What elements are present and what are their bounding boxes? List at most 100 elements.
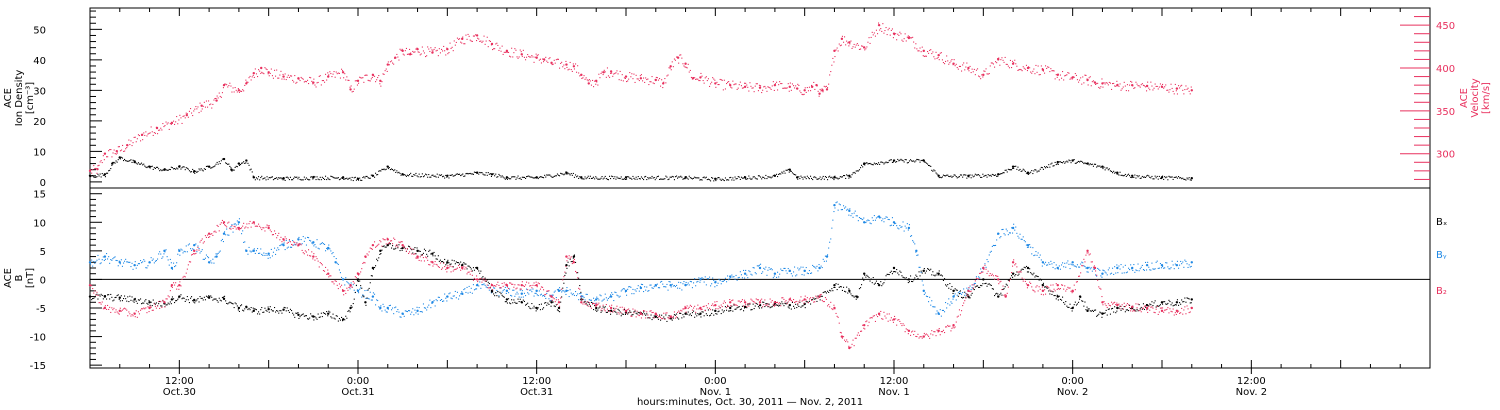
bz-point [446, 266, 449, 270]
axis-tick-labels: 0 10 20 30 40 50 300 350 400 450 -15 -10 -5 0 5 10 15 12:… [30, 21, 1455, 398]
bx-point [148, 301, 151, 304]
velocity-tick-label: 350 [1436, 107, 1455, 118]
velocity-point [1145, 84, 1149, 88]
b-tick-label: -15 [30, 361, 46, 372]
bz-point [1086, 249, 1089, 253]
velocity-point [1041, 68, 1045, 71]
by-point [877, 215, 881, 218]
bx-point [863, 272, 866, 275]
by-point [1101, 272, 1104, 275]
by-point [639, 286, 643, 290]
by-point [557, 289, 561, 293]
by-point [215, 255, 218, 258]
by-point [1011, 226, 1015, 230]
bz-point [714, 303, 717, 307]
velocity-tick-label: 300 [1436, 150, 1455, 161]
velocity-point [937, 53, 940, 57]
bx-point [1056, 295, 1059, 298]
density-point [1011, 165, 1015, 168]
bz-point [1093, 266, 1097, 270]
by-point [892, 221, 896, 224]
density-tick-label: 40 [33, 56, 46, 67]
bz-point [178, 283, 181, 287]
velocity-tick-label: 400 [1436, 64, 1455, 75]
bottom-panel-frame [89, 187, 1431, 369]
by-point [170, 266, 174, 270]
bx-point [193, 298, 196, 302]
bx-point [505, 298, 509, 301]
velocity-point [386, 63, 389, 66]
density-tick-label: 30 [33, 86, 46, 97]
x-tick-date-label: Oct.31 [520, 387, 553, 398]
bz-point [148, 306, 151, 310]
bz-point [327, 272, 330, 275]
by-point [520, 292, 523, 295]
bx-point [222, 297, 226, 301]
velocity-point [821, 89, 824, 92]
bz-point [729, 301, 732, 304]
bx-point [371, 266, 375, 270]
density-point [1131, 174, 1134, 177]
by-point [1026, 243, 1030, 247]
by-point [103, 255, 107, 258]
velocity-point [662, 82, 665, 85]
bz-point [1160, 309, 1164, 313]
legend-entry: Bₓ [1436, 217, 1447, 228]
density-point [193, 170, 196, 173]
bz-point [639, 312, 643, 315]
x-tick-date-label: Oct.30 [163, 387, 196, 398]
by-point [371, 295, 375, 298]
velocity-point [877, 23, 881, 27]
top-panel-frame [89, 7, 1431, 189]
bz-point [416, 255, 419, 258]
bz-point [118, 309, 121, 313]
bx-point [349, 306, 352, 310]
density-point [788, 168, 791, 171]
velocity-point [743, 85, 747, 89]
bz-point [863, 323, 866, 327]
density-point [252, 176, 255, 179]
density-tick-label: 10 [33, 147, 46, 158]
velocity-point [349, 88, 352, 91]
velocity-point [572, 65, 576, 68]
density-point [624, 176, 628, 179]
bz-scatter [90, 219, 1192, 349]
data-points [88, 22, 1193, 350]
velocity-point [431, 51, 434, 54]
by-point [595, 298, 598, 301]
density-axis-title: Ion Density [14, 70, 25, 127]
bx-point [535, 306, 538, 310]
legend-entry: B₂ [1436, 286, 1447, 297]
velocity-point [185, 113, 188, 117]
by-point [1071, 261, 1074, 264]
by-point [848, 209, 851, 213]
velocity-point [833, 49, 836, 53]
bz-point [758, 301, 762, 304]
by-point [416, 309, 419, 313]
velocity-point [505, 49, 509, 53]
density-point [230, 168, 233, 171]
by-point [1116, 266, 1119, 270]
by-point [178, 249, 181, 253]
x-tick-date-label: Oct.31 [341, 387, 374, 398]
by-point [88, 261, 92, 264]
by-point [505, 289, 509, 293]
bz-point [535, 283, 538, 287]
velocity-point [379, 79, 382, 83]
plot-frames [89, 7, 1431, 369]
bx-point [118, 296, 121, 299]
velocity-point [729, 83, 732, 87]
bx-point [1116, 306, 1119, 310]
bz-point [193, 249, 196, 253]
bz-point [386, 238, 389, 241]
bz-point [1041, 289, 1045, 293]
bz-point [565, 255, 568, 258]
bz-point [1056, 283, 1059, 287]
velocity-axis-title: ACE [1459, 88, 1470, 108]
bz-point [475, 278, 479, 281]
velocity-point [907, 36, 911, 40]
by-scatter [90, 201, 1192, 318]
bz-point [997, 278, 1000, 281]
velocity-point [1101, 82, 1104, 85]
bx-point [1086, 309, 1089, 313]
